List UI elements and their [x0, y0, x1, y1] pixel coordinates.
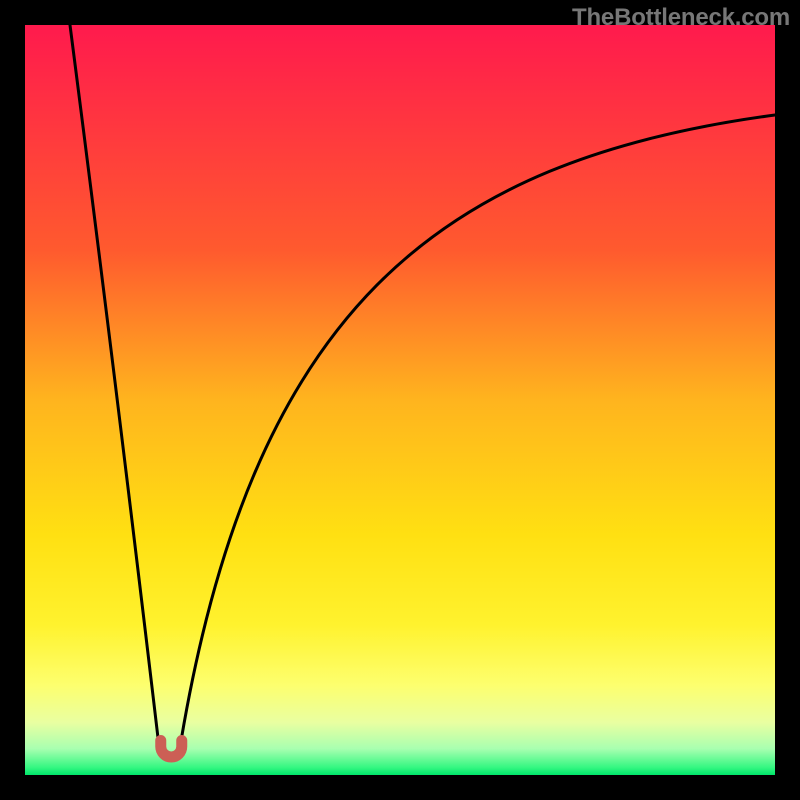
gradient-background — [25, 25, 775, 775]
watermark-text: TheBottleneck.com — [572, 4, 790, 32]
bottleneck-curve-chart — [25, 25, 775, 775]
chart-frame: TheBottleneck.com — [0, 0, 800, 800]
